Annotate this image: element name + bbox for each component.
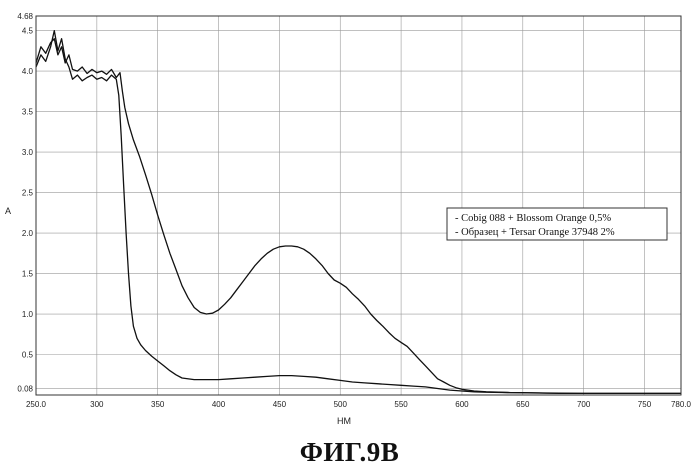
y-tick-label: 4.0 [22,67,34,76]
y-tick-label: 3.5 [22,108,34,117]
x-tick-label: 700 [577,400,591,409]
plot-area-frame [36,16,681,395]
y-tick-label: 0.5 [22,351,34,360]
y-axis-label: A [5,206,11,216]
y-tick-label: 0.08 [17,385,33,394]
y-tick-label: 1.0 [22,310,34,319]
x-tick-label: 780.0 [671,400,692,409]
x-tick-label: 550 [394,400,408,409]
x-axis-ticks: 250.0 300 350 400 450 500 550 600 650 700 750 780.0 [26,400,692,409]
y-tick-label: 2.5 [22,189,34,198]
x-axis-label: НМ [337,416,351,426]
x-tick-label: 250.0 [26,400,47,409]
x-tick-label: 600 [455,400,469,409]
legend: - Cobig 088 + Blossom Orange 0,5% - Обра… [447,208,667,240]
chart: 0.08 0.5 1.0 1.5 2.0 2.5 3.0 3.5 4.0 4.5 4.68 250.… [0,0,699,440]
x-tick-label: 500 [334,400,348,409]
x-tick-label: 300 [90,400,104,409]
figure-caption: ФИГ.9В [0,437,699,468]
x-tick-label: 400 [212,400,226,409]
x-tick-label: 450 [273,400,287,409]
legend-entry-series-2: - Образец + Tersar Orange 37948 2% [455,227,615,238]
y-tick-label: 1.5 [22,270,34,279]
legend-entry-series-1: - Cobig 088 + Blossom Orange 0,5% [455,213,611,224]
grid [36,16,681,395]
y-axis-ticks: 0.08 0.5 1.0 1.5 2.0 2.5 3.0 3.5 4.0 4.5 4.68 [17,12,33,394]
x-tick-label: 750 [638,400,652,409]
y-tick-label: 4.5 [22,27,34,36]
y-tick-label: 4.68 [17,12,33,21]
y-tick-label: 2.0 [22,229,34,238]
x-tick-label: 650 [516,400,530,409]
x-tick-label: 350 [151,400,165,409]
y-tick-label: 3.0 [22,148,34,157]
